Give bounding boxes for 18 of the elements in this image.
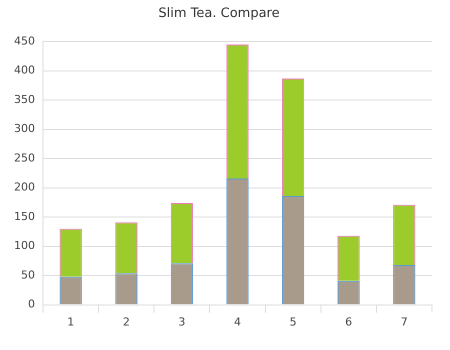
x-tick-label: 1 [67,315,74,328]
y-tick-label: 250 [14,151,35,164]
y-tick-label: 200 [14,180,35,194]
y-tick-label: 300 [14,122,35,136]
x-tick-label: 2 [122,315,130,328]
y-tick-label: 350 [14,92,35,106]
y-tick-label: 0 [28,298,35,311]
x-tick-label: 5 [290,315,297,328]
y-tick-label: 450 [14,34,35,48]
chart-title: Slim Tea. Compare [158,6,280,22]
x-tick-label: 4 [234,315,241,328]
y-tick-label: 400 [14,64,35,77]
y-tick-label: 100 [14,239,35,252]
x-tick-label: 6 [345,315,352,328]
x-tick-label: 3 [178,315,186,328]
y-tick-label: 150 [14,210,35,223]
x-tick-label: 7 [400,315,408,328]
y-tick-label: 50 [20,268,35,282]
